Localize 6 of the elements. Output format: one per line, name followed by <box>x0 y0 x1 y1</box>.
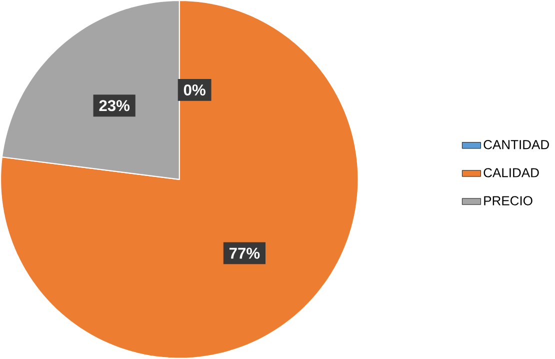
data-label: 77% <box>229 248 260 259</box>
legend-label: CANTIDAD <box>484 140 549 150</box>
legend-label: PRECIO <box>484 196 532 206</box>
legend-label: CALIDAD <box>484 168 539 178</box>
text: 0% <box>184 84 206 96</box>
data-label: 23% <box>99 100 130 112</box>
